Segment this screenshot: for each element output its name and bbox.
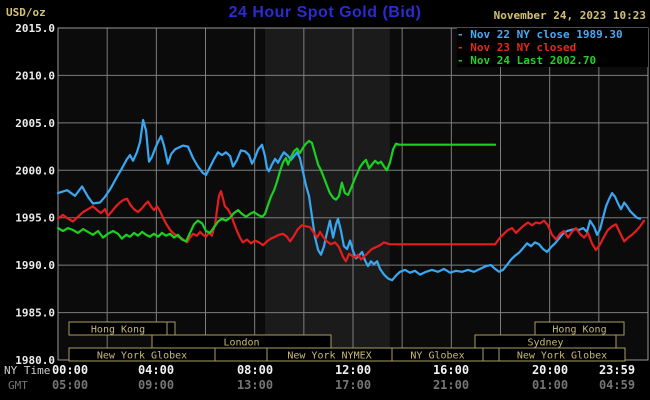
session-label: Hong Kong	[552, 325, 606, 336]
y-tick-label: 1990.0	[15, 259, 55, 272]
session-label: New York NYMEX	[287, 351, 371, 362]
session-label: Hong Kong	[91, 325, 145, 336]
legend-entry-0: - Nov 22 NY close 1989.30	[457, 28, 623, 41]
session-label: NY Globex	[410, 351, 464, 362]
series-line-2	[56, 139, 497, 243]
x-tick-ny-time: 12:00	[335, 363, 371, 377]
session-label: London	[223, 338, 259, 349]
y-axis-units-label: USD/oz	[6, 6, 46, 19]
y-tick-label: 1995.0	[15, 212, 55, 225]
chart-title: 24 Hour Spot Gold (Bid)	[228, 4, 422, 21]
y-tick-label: 2005.0	[15, 117, 55, 130]
x-tick-ny-time: 04:00	[138, 363, 174, 377]
session-label: Sydney	[527, 338, 563, 349]
session-label: New York Globex	[97, 351, 187, 362]
nymex-hours-band	[264, 28, 390, 360]
legend-entry-1: - Nov 23 NY closed	[457, 41, 577, 54]
x-tick-gmt-time: 09:00	[138, 378, 174, 392]
x-tick-ny-time: 08:00	[237, 363, 273, 377]
y-tick-label: 2015.0	[15, 22, 55, 35]
session-box	[214, 347, 268, 362]
ny-time-row-label: NY Time	[4, 364, 50, 377]
session-label: New York Globex	[517, 351, 607, 362]
session-box	[482, 347, 500, 362]
x-tick-gmt-time: 13:00	[237, 378, 273, 392]
series-line-1	[56, 190, 646, 263]
x-tick-ny-time: 23:59	[599, 363, 635, 377]
x-tick-ny-time: 20:00	[532, 363, 568, 377]
x-tick-gmt-time: 05:00	[52, 378, 88, 392]
session-box	[166, 321, 176, 336]
x-tick-gmt-time: 04:59	[599, 378, 635, 392]
session-box	[498, 347, 626, 362]
chart-datetime: November 24, 2023 10:23	[493, 9, 646, 22]
x-tick-gmt-time: 01:00	[532, 378, 568, 392]
x-tick-gmt-time: 21:00	[433, 378, 469, 392]
y-tick-label: 1985.0	[15, 307, 55, 320]
x-tick-ny-time: 00:00	[52, 363, 88, 377]
x-tick-ny-time: 16:00	[433, 363, 469, 377]
y-tick-label: 2000.0	[15, 164, 55, 177]
y-tick-label: 1980.0	[15, 354, 55, 367]
series-line-0	[56, 118, 642, 282]
gmt-row-label: GMT	[8, 379, 28, 392]
legend-entry-2: - Nov 24 Last 2002.70	[457, 54, 597, 67]
y-tick-label: 2010.0	[15, 69, 55, 82]
chart-legend: - Nov 22 NY close 1989.30- Nov 23 NY clo…	[457, 28, 648, 67]
x-tick-gmt-time: 17:00	[335, 378, 371, 392]
